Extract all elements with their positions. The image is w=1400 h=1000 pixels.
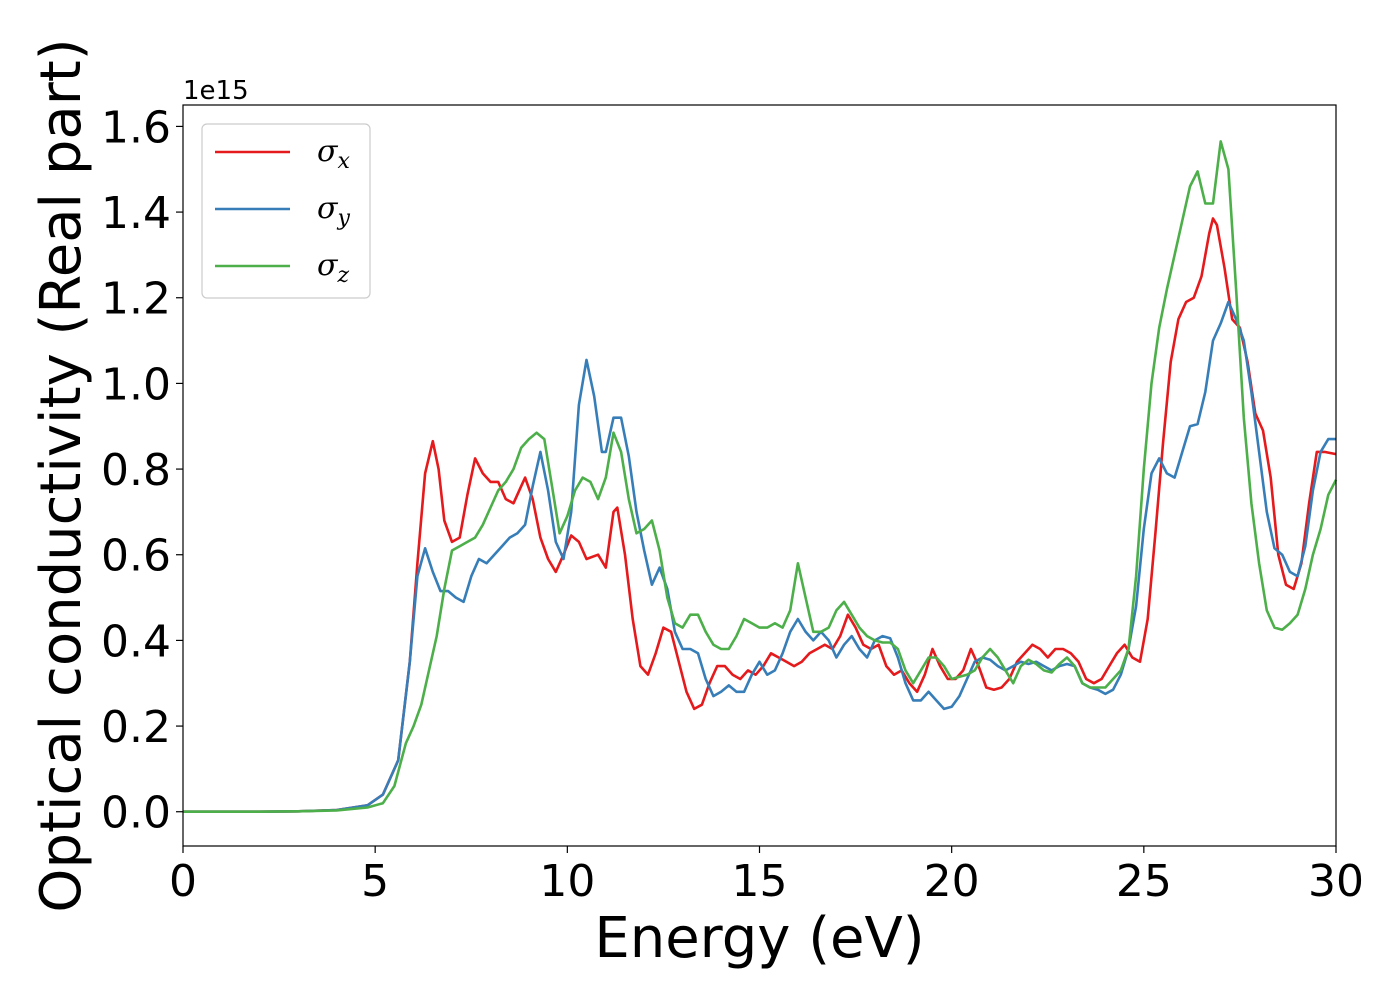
y-tick-label: 0.6 [101,531,171,582]
y-offset-label: 1e15 [183,76,249,106]
x-tick-label: 20 [924,856,980,907]
y-tick-label: 0.4 [101,616,171,667]
plot-frame [182,104,1337,847]
x-tick-label: 10 [539,856,595,907]
y-axis-ticks: 0.0 0.2 0.4 0.6 0.8 1.0 1.2 1.4 1.6 [101,102,183,839]
y-tick-label: 0.2 [101,702,171,753]
y-tick-label: 1.4 [101,188,171,239]
y-axis-label: Optical conductivity (Real part) [29,38,94,912]
series-line-y [183,300,1336,813]
legend: σx σy σz [201,123,371,299]
y-tick-label: 1.2 [101,274,171,325]
y-tick-label: 0.8 [101,445,171,496]
x-tick-label: 15 [732,856,788,907]
legend-label-z: σz [317,248,349,288]
x-axis-ticks: 0 5 10 15 20 25 30 [169,846,1364,907]
legend-box [201,123,371,299]
y-tick-label: 1.0 [101,359,171,410]
x-axis-label: Energy (eV) [594,906,924,971]
legend-label-x: σx [317,134,350,174]
y-tick-label: 1.6 [101,102,171,153]
x-tick-label: 30 [1308,856,1364,907]
x-tick-label: 0 [169,856,197,907]
series-line-z [183,140,1338,813]
y-tick-label: 0.0 [101,788,171,839]
legend-label-y: σy [317,191,350,231]
series-line-x [183,217,1337,813]
series-layer [183,140,1338,813]
x-tick-label: 25 [1116,856,1172,907]
x-tick-label: 5 [361,856,389,907]
